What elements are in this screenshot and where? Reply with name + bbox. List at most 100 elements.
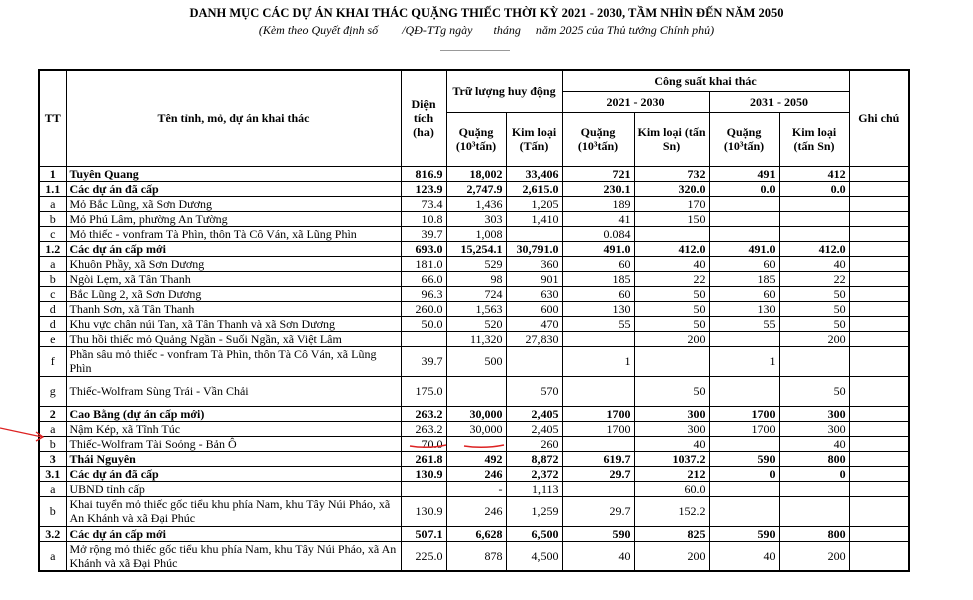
table-cell (848, 525, 910, 542)
table-cell (778, 480, 850, 497)
table-cell: 1700 (561, 420, 635, 437)
table-cell: 50 (633, 375, 710, 407)
table-cell: 1.1 (38, 180, 67, 197)
table-cell (505, 345, 563, 377)
table-cell: 181.0 (400, 255, 447, 272)
table-row: f Phần sâu mỏ thiếc - vonfram Tà Phìn, th… (38, 345, 910, 377)
table-row: c Bắc Lũng 2, xã Sơn Dương 96.3 724 630 60 50 6… (38, 285, 910, 302)
table-cell: Khai tuyển mỏ thiếc gốc tiểu khu phía Na… (65, 495, 402, 527)
table-cell (848, 210, 910, 227)
table-cell: 261.8 (400, 450, 447, 467)
table-cell: b (38, 495, 67, 527)
table-cell: 66.0 (400, 270, 447, 287)
table-cell: 1,410 (505, 210, 563, 227)
table-cell: 590 (561, 525, 635, 542)
table-cell: a (38, 195, 67, 212)
table-cell (848, 240, 910, 257)
table-row: b Ngòi Lẹm, xã Tân Thanh 66.0 98 901 185 22 185… (38, 270, 910, 287)
table-cell: 300 (633, 405, 710, 422)
table-cell: 1700 (561, 405, 635, 422)
table-cell: 3 (38, 450, 67, 467)
table-cell: 721 (561, 165, 635, 182)
table-cell: 0.0 (708, 180, 780, 197)
table-cell: 0.084 (561, 225, 635, 242)
table-cell: 29.7 (561, 465, 635, 482)
table-cell: Các dự án đã cấp (65, 180, 402, 197)
table-row: b Thiếc-Wolfram Tài Soỏng - Bản Ô 70.0 260 4… (38, 435, 910, 452)
table-cell: 130 (708, 300, 780, 317)
table-cell: 360 (505, 255, 563, 272)
table-cell: 2,405 (505, 420, 563, 437)
table-cell: b (38, 435, 67, 452)
table-cell (848, 195, 910, 212)
table-cell: g (38, 375, 67, 407)
table-cell: 492 (445, 450, 507, 467)
table-cell: 185 (708, 270, 780, 287)
table-cell: e (38, 330, 67, 347)
table-cell: 40 (708, 540, 780, 572)
table-cell: 39.7 (400, 345, 447, 377)
table-cell: c (38, 285, 67, 302)
table-cell: Mỏ Bắc Lũng, xã Sơn Dương (65, 195, 402, 212)
table-cell (848, 330, 910, 347)
table-cell (848, 495, 910, 527)
table-cell (445, 435, 507, 452)
header-cell: Tên tỉnh, mỏ, dự án khai thác (65, 69, 402, 167)
sub-header-cell: Kim loại (tấn Sn) (633, 111, 710, 167)
header-cell: 2031 - 2050 (708, 90, 850, 113)
table-cell: Phần sâu mỏ thiếc - vonfram Tà Phìn, thô… (65, 345, 402, 377)
table-cell (848, 255, 910, 272)
table-cell (848, 165, 910, 182)
table-cell: 630 (505, 285, 563, 302)
sub-header-cell: Quặng (10³tấn) (445, 111, 507, 167)
table-cell (445, 375, 507, 407)
table-cell: 1 (38, 165, 67, 182)
table-cell: 3.2 (38, 525, 67, 542)
table-cell: 30,000 (445, 420, 507, 437)
table-cell: Khuôn Phầy, xã Sơn Dương (65, 255, 402, 272)
table-cell (561, 375, 635, 407)
table-cell: 303 (445, 210, 507, 227)
table-cell (708, 480, 780, 497)
sub-header-cell: Quặng (10³tấn) (708, 111, 780, 167)
table-cell: c (38, 225, 67, 242)
header-cell: TT (38, 69, 67, 167)
table-cell: 2,747.9 (445, 180, 507, 197)
table-cell: Khu vực chân núi Tan, xã Tân Thanh và xã… (65, 315, 402, 332)
table-cell: Tuyên Quang (65, 165, 402, 182)
table-cell: 1 (708, 345, 780, 377)
doc-subtitle: (Kèm theo Quyết định số /QĐ-TTg ngày thá… (258, 23, 715, 37)
table-cell: - (445, 480, 507, 497)
table-cell (561, 480, 635, 497)
table-cell: 1.2 (38, 240, 67, 257)
table-cell: 800 (778, 525, 850, 542)
table-cell (561, 330, 635, 347)
table-cell: 50.0 (400, 315, 447, 332)
table-cell: Cao Bằng (dự án cấp mới) (65, 405, 402, 422)
table-cell: d (38, 300, 67, 317)
table-cell: Các dự án đã cấp (65, 465, 402, 482)
table-cell (400, 480, 447, 497)
table-cell (848, 450, 910, 467)
table-cell: Thiếc-Wolfram Tài Soỏng - Bản Ô (65, 435, 402, 452)
table-cell: 11,320 (445, 330, 507, 347)
table-cell: 2 (38, 405, 67, 422)
table-cell: 2,372 (505, 465, 563, 482)
table-cell (633, 225, 710, 242)
header-cell: Ghi chú (848, 69, 910, 167)
table-cell: 73.4 (400, 195, 447, 212)
table-cell (848, 420, 910, 437)
table-row: a Khuôn Phầy, xã Sơn Dương 181.0 529 360 60 40… (38, 255, 910, 272)
table-cell: 619.7 (561, 450, 635, 467)
table-cell (708, 195, 780, 212)
table-cell: 130.9 (400, 495, 447, 527)
table-cell: Mỏ Phú Lâm, phường An Tường (65, 210, 402, 227)
table-cell: 470 (505, 315, 563, 332)
table-cell (848, 405, 910, 422)
table-cell: 175.0 (400, 375, 447, 407)
table-cell: 570 (505, 375, 563, 407)
table-cell: Thái Nguyên (65, 450, 402, 467)
table-cell: 130.9 (400, 465, 447, 482)
table-cell: Các dự án cấp mới (65, 240, 402, 257)
